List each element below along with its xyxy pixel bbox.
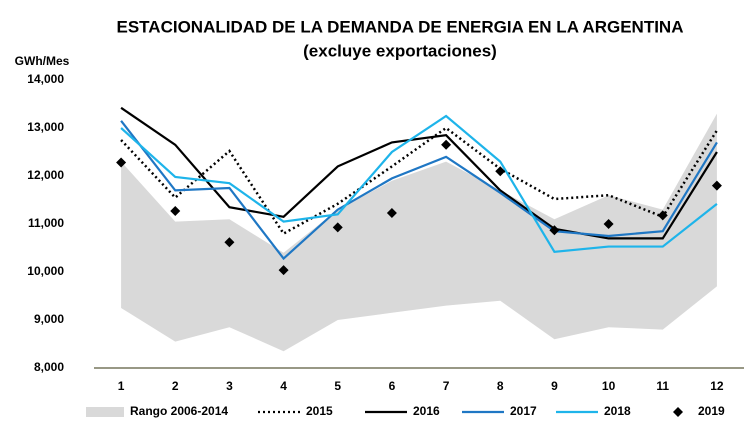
y-tick-label: 13,000 [27,120,64,134]
marker [441,139,452,150]
marker [116,157,127,168]
legend-swatch [86,407,124,417]
marker [170,206,181,217]
y-tick-label: 12,000 [27,168,64,182]
marker [657,210,668,221]
x-tick-label: 5 [334,379,341,393]
legend-label: 2018 [604,404,631,418]
series-line [120,106,718,240]
x-tick-label: 4 [280,379,287,393]
x-tick-label: 7 [443,379,450,393]
y-tick-label: 14,000 [27,72,64,86]
x-tick-label: 2 [172,379,179,393]
y-tick-label: 11,000 [28,216,64,230]
chart-subtitle: (excluye exportaciones) [303,41,497,60]
x-tick-label: 12 [710,379,724,393]
legend-marker [673,407,683,417]
legend-label: 2017 [510,404,537,418]
series-line [120,114,718,254]
series-line [120,120,718,261]
y-tick-label: 10,000 [27,264,64,278]
y-tick-label: 9,000 [34,312,64,326]
marker [332,222,343,233]
y-tick-label: 8,000 [34,360,64,374]
series-line [120,126,718,236]
marker [224,237,235,248]
marker [549,225,560,236]
marker [278,265,289,276]
x-tick-label: 6 [389,379,396,393]
marker [495,166,506,177]
legend-label: 2019 [698,404,725,418]
x-tick-label: 11 [656,379,669,393]
y-axis-label: GWh/Mes [15,54,70,68]
legend-label: 2016 [413,404,440,418]
x-tick-label: 1 [118,379,125,393]
x-tick-label: 8 [497,379,504,393]
x-tick-label: 3 [226,379,233,393]
x-tick-label: 10 [602,379,616,393]
legend-label: 2015 [306,404,333,418]
x-tick-label: 9 [551,379,558,393]
legend-label: Rango 2006-2014 [130,404,228,418]
range-area [121,113,717,352]
chart-title: ESTACIONALIDAD DE LA DEMANDA DE ENERGIA … [117,17,684,36]
marker [603,219,614,229]
marker [711,180,722,191]
marker [386,207,397,218]
